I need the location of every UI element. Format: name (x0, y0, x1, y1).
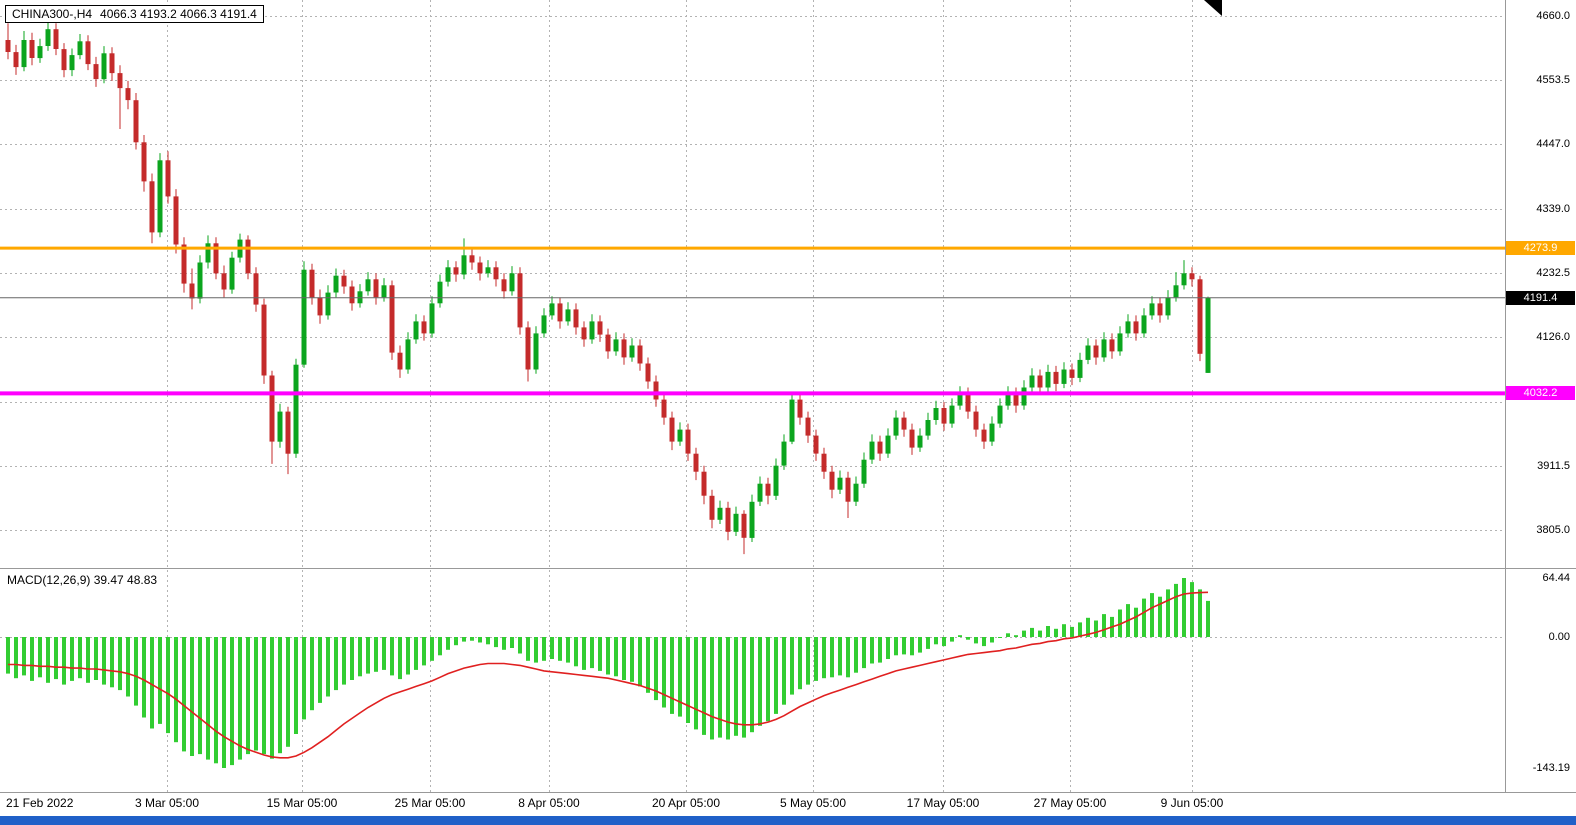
price-axis-label: 4126.0 (1536, 331, 1570, 344)
macd-indicator-label: MACD(12,26,9) 39.47 48.83 (7, 573, 158, 587)
candlesticks (5, 20, 1211, 555)
time-axis-label: 9 Jun 05:00 (1160, 796, 1224, 810)
support-price-tag: 4032.2 (1506, 386, 1575, 401)
price-axis-label: 3805.0 (1536, 524, 1570, 537)
macd-signal-line (8, 591, 1209, 759)
time-axis-label: 8 Apr 05:00 (518, 796, 580, 810)
chart-symbol-period: CHINA300-,H4 (12, 7, 93, 21)
time-axis-label: 5 May 05:00 (779, 796, 847, 810)
price-axis-label: 4339.0 (1536, 202, 1570, 215)
current-price-tag: 4191.4 (1506, 290, 1575, 305)
time-axis-label: 17 May 05:00 (906, 796, 980, 810)
time-axis-label: 27 May 05:00 (1033, 796, 1107, 810)
price-axis-label: 4553.5 (1536, 74, 1570, 87)
price-axis-label: 4232.5 (1536, 267, 1570, 279)
chart-shift-marker[interactable] (1204, 0, 1222, 16)
time-axis-label: 20 Apr 05:00 (651, 796, 721, 810)
macd-axis-label: -143.19 (1532, 762, 1570, 775)
price-axis-label: 3911.5 (1537, 459, 1570, 472)
bottom-bar (0, 816, 1576, 825)
macd-histogram (6, 578, 1210, 768)
time-axis-label: 25 Mar 05:00 (394, 796, 466, 810)
resistance-price-tag: 4273.9 (1506, 241, 1575, 256)
chart-title: CHINA300-,H4 4066.3 4193.2 4066.3 4191.4 (5, 5, 264, 23)
pane-separators (0, 0, 1576, 793)
time-axis-label: 15 Mar 05:00 (266, 796, 338, 810)
time-axis-label: 3 Mar 05:00 (134, 796, 200, 810)
price-axis-label: 4660.0 (1536, 10, 1570, 22)
price-axis-label: 4447.0 (1536, 138, 1570, 151)
macd-axis-label: 64.44 (1542, 572, 1570, 585)
time-axis-label: 21 Feb 2022 (6, 796, 74, 810)
macd-axis-label: 0.00 (1548, 631, 1570, 643)
chart-ohlc-values: 4066.3 4193.2 4066.3 4191.4 (100, 7, 257, 21)
